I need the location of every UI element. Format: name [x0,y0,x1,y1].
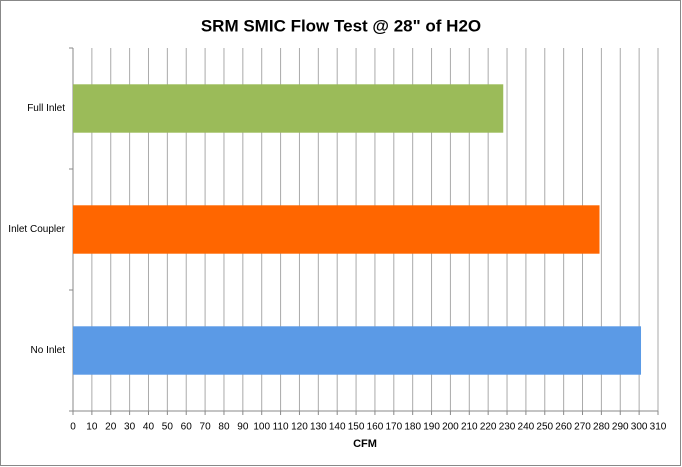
x-tick-label: 110 [273,422,289,433]
x-tick-label: 220 [480,422,497,433]
x-tick-label: 280 [593,422,610,433]
chart-title: SRM SMIC Flow Test @ 28" of H2O [201,16,481,35]
x-tick-label: 150 [348,422,365,433]
x-tick-label: 40 [143,422,155,433]
x-tick-label: 200 [442,422,459,433]
x-tick-label: 120 [291,422,308,433]
bar [73,205,600,254]
x-tick-label: 210 [461,422,478,433]
x-tick-label: 0 [70,422,76,433]
x-tick-label: 30 [124,422,136,433]
x-tick-label: 260 [555,422,572,433]
x-tick-label: 270 [574,422,591,433]
x-tick-label: 50 [162,422,174,433]
x-tick-label: 20 [105,422,117,433]
x-tick-label: 250 [536,422,553,433]
bar [73,326,642,375]
x-tick-label: 80 [218,422,230,433]
x-axis-title: CFM [353,438,377,450]
x-tick-label: 130 [310,422,327,433]
x-tick-label: 230 [499,422,516,433]
x-tick-label: 160 [367,422,384,433]
x-tick-label: 290 [612,422,629,433]
x-tick-label: 60 [181,422,193,433]
x-tick-label: 70 [200,422,212,433]
x-tick-label: 90 [237,422,249,433]
x-tick-label: 180 [404,422,421,433]
y-tick-label: Inlet Coupler [8,224,65,235]
x-tick-label: 140 [329,422,346,433]
x-tick-label: 100 [253,422,270,433]
y-tick-label: No Inlet [31,345,66,356]
x-tick-label: 240 [518,422,535,433]
bar [73,84,504,133]
x-tick-label: 310 [650,422,667,433]
x-tick-label: 10 [86,422,98,433]
x-tick-label: 300 [631,422,648,433]
y-tick-label: Full Inlet [27,103,65,114]
x-tick-label: 190 [423,422,440,433]
x-tick-label: 170 [385,422,402,433]
